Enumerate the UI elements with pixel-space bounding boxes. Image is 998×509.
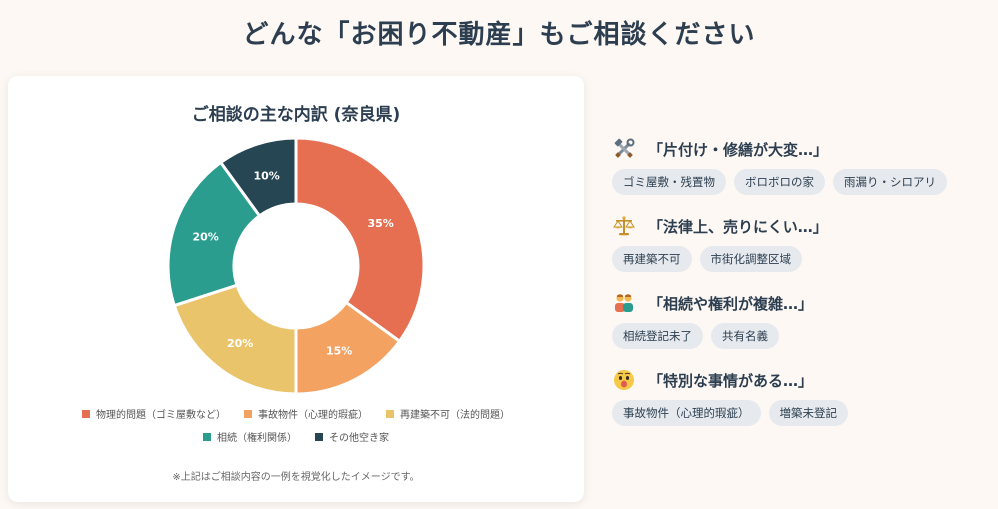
legend-label: 再建築不可（法的問題） bbox=[400, 410, 510, 421]
tag: 再建築不可 bbox=[612, 246, 692, 272]
surprised-face-icon bbox=[612, 368, 636, 392]
tag: 増築未登記 bbox=[768, 400, 848, 426]
legend-item: 再建築不可（法的問題） bbox=[386, 406, 510, 421]
category-inheritance: 「相続や権利が複雑…」 相続登記未了 共有名義 bbox=[612, 290, 982, 349]
chart-title: ご相談の主な内訳 (奈良県) bbox=[191, 105, 401, 125]
legend-label: 相続（権利関係） bbox=[217, 433, 297, 444]
slice-label: 20% bbox=[192, 231, 218, 244]
legend-swatch bbox=[244, 409, 252, 418]
legend-swatch bbox=[315, 432, 323, 441]
page-title: どんな「お困り不動産」もご相談ください bbox=[242, 20, 756, 50]
legend-swatch bbox=[82, 409, 90, 418]
legend-item: 物理的問題（ゴミ屋敷など） bbox=[82, 406, 226, 421]
scales-icon bbox=[612, 214, 636, 238]
donut-slice bbox=[218, 136, 298, 218]
legend-label: その他空き家 bbox=[329, 433, 389, 444]
tag: 相続登記未了 bbox=[612, 323, 703, 349]
legend-item: 事故物件（心理的瑕疵） bbox=[244, 406, 368, 421]
legend-label: 事故物件（心理的瑕疵） bbox=[258, 410, 368, 421]
donut-slice bbox=[166, 160, 262, 308]
tools-icon bbox=[612, 137, 636, 161]
donut-chart: 35% 15% 20% 20% 10% bbox=[166, 136, 426, 396]
slice-label: 20% bbox=[227, 337, 253, 350]
legend-swatch bbox=[203, 432, 211, 441]
donut-slice bbox=[294, 136, 426, 344]
tag: ゴミ屋敷・残置物 bbox=[612, 169, 726, 195]
category-title: 「相続や権利が複雑…」 bbox=[648, 294, 814, 313]
tag: 共有名義 bbox=[711, 323, 779, 349]
legend-item: 相続（権利関係） bbox=[203, 429, 297, 444]
donut-slice bbox=[172, 283, 298, 396]
tag: 事故物件（心理的瑕疵） bbox=[612, 400, 761, 426]
slice-label: 35% bbox=[367, 217, 393, 230]
tag: 雨漏り・シロアリ bbox=[833, 169, 947, 195]
chart-legend: 物理的問題（ゴミ屋敷など） 事故物件（心理的瑕疵） 再建築不可（法的問題） 相続（権利… bbox=[48, 406, 544, 444]
tag: ボロボロの家 bbox=[734, 169, 825, 195]
chart-note: ※上記はご相談内容の一例を視覚化したイメージです。 bbox=[172, 472, 420, 483]
category-title: 「片付け・修繕が大変…」 bbox=[648, 140, 829, 159]
category-special: 「特別な事情がある…」 事故物件（心理的瑕疵） 増築未登記 bbox=[612, 367, 982, 426]
chart-card: ご相談の主な内訳 (奈良県) 35% 15% 20% 20% 10% 物理的問題（ゴミ屋… bbox=[8, 76, 584, 502]
people-icon bbox=[612, 291, 636, 315]
category-list: 「片付け・修繕が大変…」 ゴミ屋敷・残置物 ボロボロの家 雨漏り・シロアリ bbox=[612, 136, 982, 444]
legend-swatch bbox=[386, 409, 394, 418]
category-legal: 「法律上、売りにくい…」 再建築不可 市街化調整区域 bbox=[612, 213, 982, 272]
slice-label: 15% bbox=[326, 345, 352, 358]
legend-label: 物理的問題（ゴミ屋敷など） bbox=[96, 410, 226, 421]
legend-item: その他空き家 bbox=[315, 429, 389, 444]
tag: 市街化調整区域 bbox=[699, 246, 802, 272]
category-title: 「法律上、売りにくい…」 bbox=[648, 217, 828, 236]
slice-label: 10% bbox=[253, 170, 279, 183]
category-title: 「特別な事情がある…」 bbox=[648, 371, 814, 390]
category-cleanup: 「片付け・修繕が大変…」 ゴミ屋敷・残置物 ボロボロの家 雨漏り・シロアリ bbox=[612, 136, 982, 195]
